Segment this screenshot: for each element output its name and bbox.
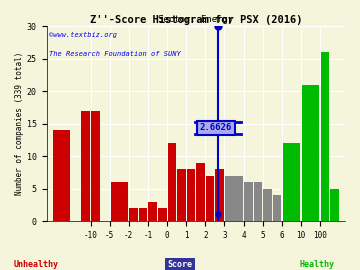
Bar: [111, 182, 128, 221]
Title: Z''-Score Histogram for PSX (2016): Z''-Score Histogram for PSX (2016): [90, 15, 302, 25]
Bar: [244, 182, 253, 221]
Bar: [330, 189, 339, 221]
Bar: [273, 195, 282, 221]
Text: Healthy: Healthy: [299, 261, 334, 269]
Bar: [167, 143, 176, 221]
Bar: [196, 163, 205, 221]
Bar: [53, 130, 71, 221]
Text: Score: Score: [167, 261, 193, 269]
Text: Unhealthy: Unhealthy: [14, 261, 58, 269]
Bar: [263, 189, 272, 221]
Bar: [215, 169, 224, 221]
Bar: [139, 208, 148, 221]
Bar: [254, 182, 262, 221]
Bar: [158, 208, 167, 221]
Text: The Research Foundation of SUNY: The Research Foundation of SUNY: [49, 52, 181, 58]
Bar: [283, 143, 300, 221]
Text: Sector: Energy: Sector: Energy: [158, 15, 233, 24]
Bar: [302, 85, 319, 221]
Text: 2.6626: 2.6626: [200, 123, 232, 133]
Bar: [81, 111, 90, 221]
Text: ©www.textbiz.org: ©www.textbiz.org: [49, 32, 117, 38]
Bar: [321, 52, 329, 221]
Bar: [206, 176, 215, 221]
Bar: [129, 208, 138, 221]
Y-axis label: Number of companies (339 total): Number of companies (339 total): [15, 52, 24, 195]
Bar: [177, 169, 186, 221]
Bar: [148, 202, 157, 221]
Bar: [91, 111, 100, 221]
Bar: [225, 176, 234, 221]
Bar: [187, 169, 195, 221]
Bar: [234, 176, 243, 221]
